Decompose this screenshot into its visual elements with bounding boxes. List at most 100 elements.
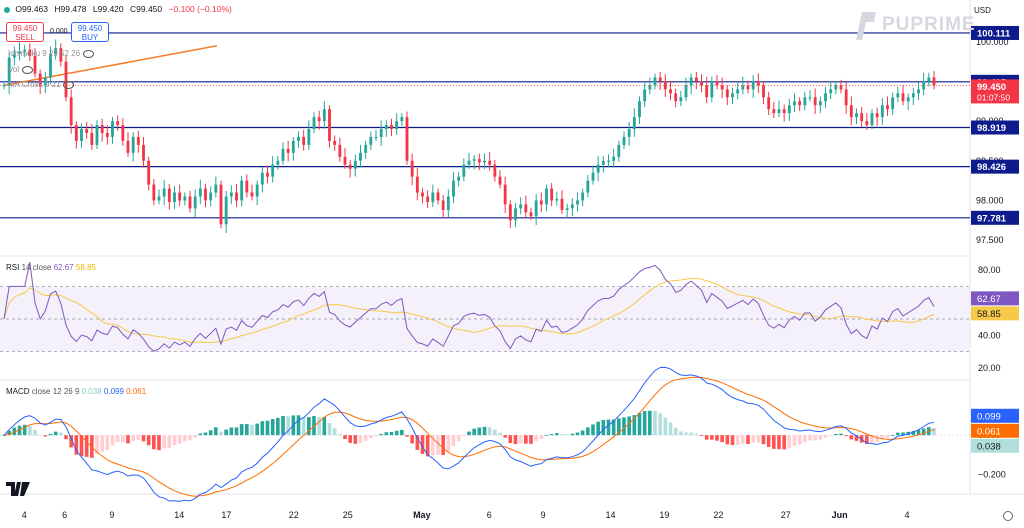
- macd-histogram-bar: [756, 435, 761, 443]
- eye-hidden-icon[interactable]: [63, 80, 75, 89]
- macd-histogram-bar: [808, 435, 812, 441]
- macd-histogram-bar: [803, 435, 807, 443]
- macd-histogram-bar: [131, 435, 135, 441]
- macd-histogram-bar: [358, 435, 363, 443]
- close-value: 99.450: [136, 4, 163, 14]
- currency-selector[interactable]: USD: [974, 6, 991, 15]
- candle: [421, 192, 424, 197]
- macd-histogram-bar: [53, 431, 58, 436]
- indicator-ichimoku[interactable]: Ichimoku 9 26 52 26: [8, 49, 95, 58]
- candle: [126, 140, 130, 153]
- candle: [503, 184, 507, 205]
- macd-histogram-bar: [472, 428, 476, 436]
- macd-hist-legend-value: 0.038: [81, 387, 102, 396]
- indicator-ma-cross[interactable]: MA Cross 9 21: [8, 80, 75, 89]
- macd-histogram-bar: [885, 435, 890, 438]
- candle: [824, 93, 827, 102]
- macd-histogram-bar: [425, 435, 430, 457]
- eye-hidden-icon[interactable]: [22, 65, 34, 74]
- candle: [669, 89, 672, 94]
- macd-histogram-bar: [90, 435, 94, 458]
- candle: [266, 172, 269, 177]
- candle: [74, 125, 78, 141]
- macd-histogram-bar: [730, 435, 735, 446]
- tradingview-logo-icon[interactable]: [6, 482, 30, 501]
- macd-histogram-bar: [22, 424, 27, 436]
- macd-histogram-bar: [797, 435, 802, 445]
- macd-histogram-bar: [2, 435, 6, 436]
- settings-icon[interactable]: [1003, 511, 1013, 521]
- candle: [400, 117, 404, 122]
- macd-histogram-bar: [498, 432, 502, 436]
- macd-histogram-bar: [699, 435, 704, 436]
- candle: [891, 97, 895, 110]
- price-pane[interactable]: [0, 32, 970, 233]
- candle: [193, 196, 197, 209]
- macd-histogram-bar: [270, 419, 275, 436]
- candle: [700, 81, 703, 86]
- rsi-params: 14 close: [21, 263, 52, 272]
- macd-histogram-bar: [839, 433, 843, 436]
- candle: [638, 101, 641, 118]
- candle: [240, 180, 244, 201]
- candle: [178, 192, 182, 201]
- time-tick-label: 14: [174, 510, 184, 520]
- candle: [684, 85, 688, 98]
- candle: [870, 113, 874, 126]
- candle: [436, 192, 440, 201]
- candle: [498, 176, 502, 185]
- candle: [534, 200, 538, 217]
- time-tick-label: 17: [221, 510, 231, 520]
- macd-histogram-bar: [74, 435, 79, 455]
- macd-histogram-bar: [48, 433, 53, 436]
- macd-histogram-bar: [214, 427, 218, 436]
- macd-histogram-bar: [911, 430, 916, 436]
- rsi-pane[interactable]: [0, 262, 970, 352]
- candle: [612, 156, 616, 161]
- macd-histogram-bar: [508, 435, 513, 444]
- macd-histogram-bar: [524, 435, 528, 444]
- macd-histogram-bar: [720, 435, 724, 443]
- macd-histogram-bar: [239, 424, 244, 436]
- rsi-value-tag: [971, 291, 1019, 306]
- candle: [415, 176, 419, 193]
- macd-histogram-bar: [890, 435, 895, 436]
- candle: [390, 125, 393, 130]
- macd-histogram-bar: [59, 432, 63, 436]
- macd-histogram-bar: [188, 435, 192, 441]
- macd-histogram-bar: [704, 435, 709, 440]
- macd-histogram-bar: [152, 435, 156, 450]
- high-value: 99.478: [60, 4, 87, 14]
- macd-histogram-bar: [374, 435, 378, 437]
- candle: [467, 160, 471, 165]
- macd-histogram-bar: [828, 435, 833, 436]
- candle: [689, 77, 693, 86]
- candle: [328, 109, 331, 141]
- macd-histogram-bar: [663, 417, 668, 436]
- candle: [441, 200, 445, 210]
- candle: [281, 148, 285, 161]
- buy-button[interactable]: 99.450 BUY: [71, 22, 109, 42]
- rsi-value-label: 62.67: [977, 294, 1001, 305]
- macd-histogram-bar: [64, 435, 68, 440]
- sell-button[interactable]: 99.450 SELL: [6, 22, 44, 42]
- candle: [922, 81, 926, 90]
- macd-histogram-bar: [141, 435, 146, 442]
- sell-price: 99.450: [12, 24, 38, 33]
- eye-hidden-icon[interactable]: [83, 49, 95, 58]
- candle: [291, 140, 295, 153]
- candle: [751, 81, 755, 90]
- candle: [607, 160, 610, 162]
- candle: [818, 101, 822, 106]
- macd-histogram-bar: [172, 435, 177, 446]
- macd-pane[interactable]: [0, 366, 970, 502]
- macd-histogram-bar: [658, 413, 662, 436]
- macd-histogram-bar: [405, 435, 409, 437]
- macd-histogram-bar: [281, 416, 285, 436]
- level-tag: [971, 120, 1019, 135]
- candle: [653, 77, 657, 86]
- candle: [844, 89, 848, 106]
- candle: [173, 192, 176, 203]
- indicator-vol[interactable]: Vol: [8, 65, 34, 74]
